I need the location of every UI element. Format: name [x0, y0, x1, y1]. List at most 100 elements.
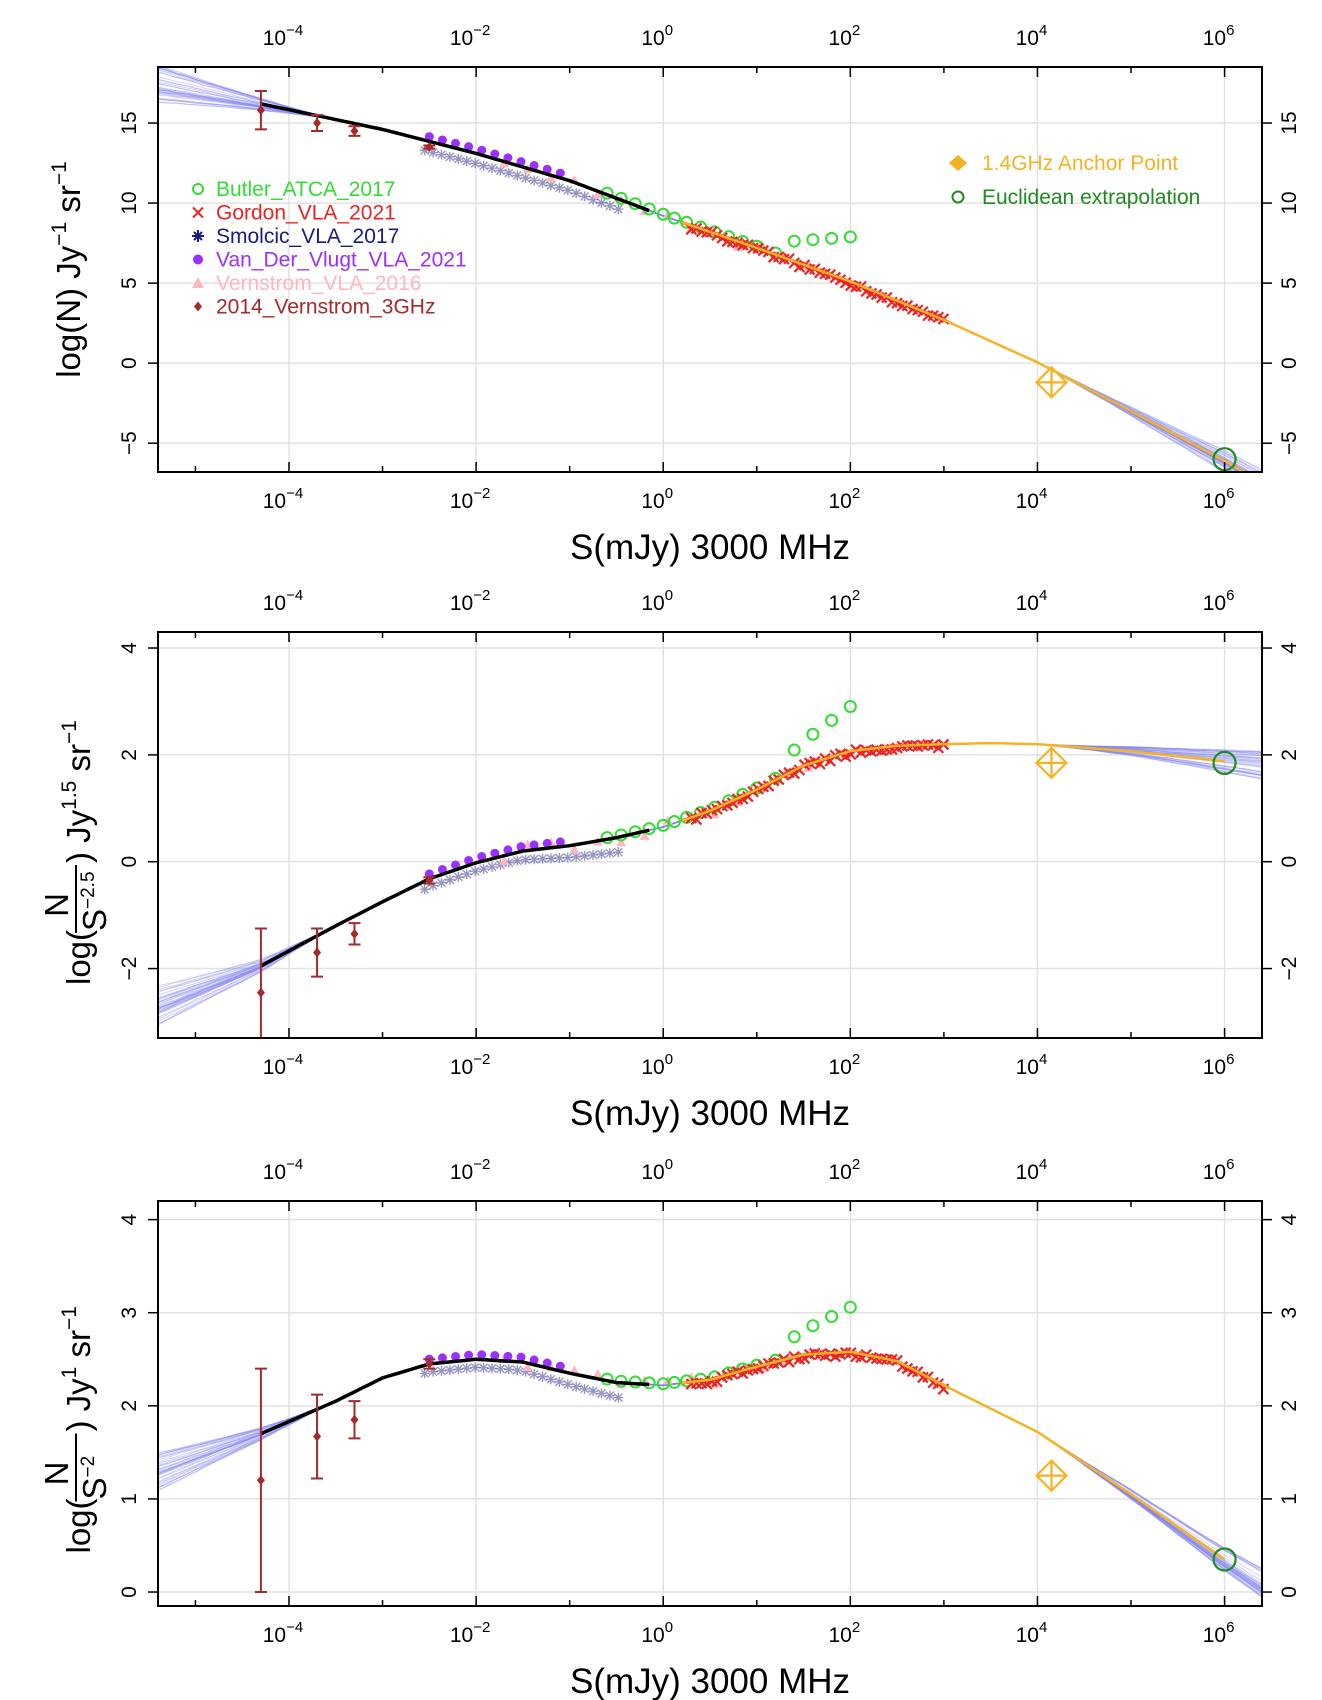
x-tick-label: 10−4 [263, 1619, 303, 1647]
smolcic-point [562, 1379, 573, 1390]
smolcic-point [512, 1365, 523, 1376]
butler-point [642, 822, 656, 836]
mc-realization [158, 742, 1262, 999]
vandervlugt-point [529, 840, 539, 850]
smolcic-point [444, 1364, 455, 1375]
vernstrom3ghz-point [313, 947, 322, 958]
butler-point [806, 727, 820, 741]
x-tick-label-top: 100 [641, 22, 673, 50]
mc-realization [158, 742, 1262, 1013]
y-tick-label: 1 [118, 1493, 141, 1505]
x-axis-label: S(mJy) 3000 MHz [570, 1094, 850, 1133]
vandervlugt-point [490, 1351, 500, 1361]
vernstrom3ghz-point [256, 105, 265, 116]
vandervlugt-point [542, 164, 552, 174]
smolcic-point [562, 185, 573, 196]
y-tick-label-right: 10 [1278, 191, 1301, 214]
anchor-point [1034, 365, 1069, 399]
vernstrom3ghz-point [350, 126, 359, 137]
plot-frame [157, 66, 1263, 473]
legend-marker [194, 301, 202, 312]
vandervlugt-point [490, 149, 500, 159]
smolcic-point [520, 854, 531, 865]
x-tick-label: 106 [1203, 1051, 1235, 1079]
smolcic-point [512, 855, 523, 866]
x-tick-label-top: 102 [828, 22, 860, 50]
x-axis-label: S(mJy) 3000 MHz [570, 528, 850, 567]
mc-realization [158, 742, 1262, 999]
butler-point [843, 230, 857, 244]
vandervlugt-point [542, 1358, 552, 1368]
legend-label: Smolcic_VLA_2017 [216, 225, 399, 248]
vandervlugt-point [464, 142, 474, 152]
x-tick-label-top: 10−2 [450, 1156, 490, 1184]
y-tick-label-right: 5 [1278, 277, 1301, 289]
x-tick-label-top: 104 [1016, 1156, 1048, 1184]
x-tick-label: 106 [1203, 485, 1235, 513]
legend-marker [192, 277, 204, 288]
smolcic-point [596, 849, 607, 860]
vandervlugt-point [503, 153, 513, 163]
x-tick-label-top: 106 [1203, 587, 1235, 615]
y-tick-label: 0 [118, 357, 141, 369]
anchor-fit-curve [681, 1350, 1226, 1561]
euclidean-point [1212, 1547, 1237, 1572]
mc-realization [158, 742, 1262, 992]
vernstrom2016-point [499, 855, 510, 865]
smolcic-point [461, 1363, 472, 1374]
chart-panel-1: 10−410−410−210−2100100102102104104106106… [48, 22, 1301, 567]
smolcic-point [503, 1364, 514, 1375]
vernstrom3ghz-point [313, 118, 322, 129]
vandervlugt-point [529, 1355, 539, 1365]
vandervlugt-point [424, 132, 434, 142]
x-tick-label: 104 [1016, 1051, 1048, 1079]
y-tick-label-right: 1 [1278, 1493, 1301, 1505]
smolcic-point [613, 847, 624, 858]
chart-panel-3: 10−410−410−210−2100100102102104104106106… [38, 1156, 1301, 1700]
smolcic-point [579, 191, 590, 202]
mc-realization [158, 742, 1262, 1008]
plot-frame [157, 1200, 1263, 1607]
smolcic-point [453, 1364, 464, 1375]
data-points [419, 1300, 950, 1403]
x-axis-label: S(mJy) 3000 MHz [570, 1662, 850, 1700]
y-tick-label-right: −2 [1278, 957, 1301, 981]
x-tick-label: 10−2 [450, 1619, 490, 1647]
y-tick-label: 15 [118, 111, 141, 134]
smolcic-point [503, 168, 514, 179]
smolcic-point [487, 861, 498, 872]
svg-text:N: N [38, 1462, 75, 1486]
x-tick-label: 102 [828, 1619, 860, 1647]
x-tick-label-top: 10−4 [263, 22, 303, 50]
legend-anchor-label: 1.4GHz Anchor Point [982, 152, 1178, 175]
x-tick-label: 100 [641, 485, 673, 513]
mc-realization [158, 742, 1262, 1006]
butler-point [787, 1330, 801, 1344]
legend-label: 2014_Vernstrom_3GHz [216, 296, 435, 319]
plot-area [158, 1300, 1262, 1598]
smolcic-point [419, 884, 430, 895]
smolcic-point [461, 156, 472, 167]
best-fit-curve [260, 1357, 650, 1436]
data-points [419, 699, 950, 895]
smolcic-point [596, 197, 607, 208]
mc-realization [158, 742, 1262, 991]
x-tick-label-top: 10−4 [263, 587, 303, 615]
vandervlugt-point [555, 837, 565, 847]
mc-realization [158, 742, 1262, 1023]
y-tick-label: 5 [118, 277, 141, 289]
y-axis-label: log(NS−2) Jy1 sr−1 [38, 1306, 113, 1553]
mc-realization [158, 742, 1262, 1012]
vernstrom2016-point [592, 1369, 603, 1379]
smolcic-point [478, 1362, 489, 1373]
butler-point [787, 234, 801, 248]
smolcic-point [537, 177, 548, 188]
plot-frame [157, 631, 1263, 1039]
butler-point [680, 215, 694, 229]
svg-text:N: N [38, 893, 75, 917]
y-tick-label-right: 0 [1278, 1586, 1301, 1598]
vernstrom3ghz-point [256, 1475, 265, 1486]
smolcic-point [436, 149, 447, 160]
smolcic-point [503, 857, 514, 868]
